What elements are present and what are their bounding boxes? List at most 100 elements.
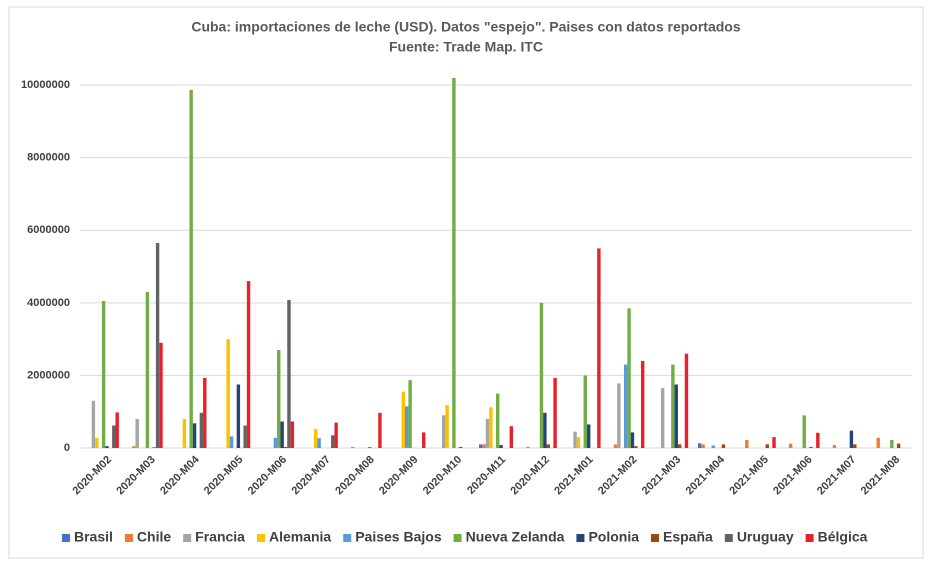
bar bbox=[408, 380, 412, 448]
legend-label: Chile bbox=[137, 529, 171, 545]
bar bbox=[401, 391, 406, 448]
legend-swatch bbox=[805, 534, 814, 542]
y-tick-label: 6000000 bbox=[27, 224, 70, 236]
bar bbox=[573, 431, 577, 448]
legend-swatch bbox=[256, 534, 265, 542]
bar bbox=[543, 412, 547, 448]
bar bbox=[199, 412, 204, 448]
bar bbox=[630, 432, 635, 448]
bar bbox=[155, 242, 160, 448]
bar bbox=[378, 412, 382, 448]
legend-swatch bbox=[183, 534, 192, 542]
bar bbox=[459, 446, 463, 448]
bar bbox=[576, 437, 581, 448]
bar bbox=[539, 302, 544, 448]
bar bbox=[192, 423, 197, 448]
bar bbox=[671, 364, 675, 448]
bar bbox=[203, 377, 207, 448]
bar bbox=[479, 444, 483, 448]
bar bbox=[634, 446, 638, 448]
bar bbox=[189, 89, 193, 449]
legend-swatch bbox=[453, 534, 462, 542]
bar bbox=[290, 421, 295, 448]
bar bbox=[711, 445, 715, 448]
bar bbox=[489, 407, 493, 448]
bar bbox=[112, 425, 116, 448]
bar bbox=[317, 438, 321, 448]
bar bbox=[182, 418, 187, 448]
bar bbox=[236, 384, 241, 448]
legend-label: Francia bbox=[195, 529, 245, 545]
bar bbox=[135, 418, 139, 448]
bar bbox=[283, 446, 288, 448]
bar bbox=[482, 444, 486, 448]
bar bbox=[509, 426, 513, 448]
bar bbox=[876, 437, 880, 448]
legend-swatch bbox=[124, 534, 133, 542]
chart-subtitle: Fuente: Trade Map. ITC bbox=[389, 39, 543, 55]
bar bbox=[677, 444, 682, 448]
y-tick-label: 4000000 bbox=[27, 297, 70, 309]
bar bbox=[115, 412, 119, 448]
bar bbox=[890, 440, 894, 448]
bar bbox=[101, 301, 106, 448]
bar bbox=[697, 443, 702, 448]
bar bbox=[368, 447, 372, 448]
bar bbox=[452, 77, 456, 448]
bar bbox=[243, 425, 247, 448]
bar bbox=[145, 291, 150, 448]
bar bbox=[617, 383, 621, 448]
y-tick-label: 2000000 bbox=[27, 369, 70, 381]
legend-label: Polonia bbox=[588, 529, 639, 545]
bar bbox=[772, 437, 776, 448]
legend-label: España bbox=[663, 529, 713, 545]
legend-label: Uruguay bbox=[737, 529, 794, 545]
bar bbox=[701, 444, 705, 448]
bar bbox=[623, 364, 628, 448]
y-tick-label: 0 bbox=[64, 442, 70, 454]
bar bbox=[553, 377, 557, 448]
legend-label: Bélgica bbox=[818, 529, 868, 545]
y-tick-label: 10000000 bbox=[21, 79, 70, 91]
bar bbox=[684, 353, 689, 448]
bar bbox=[765, 444, 769, 448]
bar bbox=[745, 440, 749, 448]
bar bbox=[640, 360, 645, 448]
bar bbox=[802, 415, 806, 448]
bar bbox=[832, 445, 837, 448]
bar bbox=[627, 308, 631, 448]
legend-label: Alemania bbox=[269, 529, 331, 545]
bar bbox=[442, 415, 446, 448]
bar bbox=[499, 445, 503, 448]
bar bbox=[445, 405, 449, 448]
bar bbox=[132, 446, 136, 448]
legend-swatch bbox=[651, 534, 659, 542]
bar bbox=[583, 375, 587, 448]
bar bbox=[273, 437, 278, 448]
bar bbox=[496, 393, 500, 448]
legend-swatch bbox=[343, 534, 352, 542]
bar bbox=[896, 443, 901, 448]
bar bbox=[280, 421, 284, 448]
legend-swatch bbox=[724, 534, 733, 542]
bar bbox=[660, 388, 665, 448]
bar bbox=[91, 400, 96, 448]
bar bbox=[229, 436, 234, 448]
bar bbox=[526, 446, 530, 448]
bar bbox=[331, 435, 335, 448]
bar bbox=[105, 446, 109, 448]
legend-label: Paises Bajos bbox=[355, 529, 442, 545]
bar bbox=[351, 446, 355, 448]
bar bbox=[334, 422, 338, 448]
bar bbox=[314, 429, 318, 448]
bar bbox=[226, 339, 230, 448]
bar bbox=[159, 342, 163, 448]
bar bbox=[405, 406, 409, 448]
bar bbox=[613, 444, 618, 448]
legend-swatch bbox=[62, 534, 70, 542]
bar bbox=[849, 430, 854, 448]
bar bbox=[422, 432, 426, 448]
bar bbox=[788, 443, 793, 448]
bar bbox=[485, 418, 490, 448]
